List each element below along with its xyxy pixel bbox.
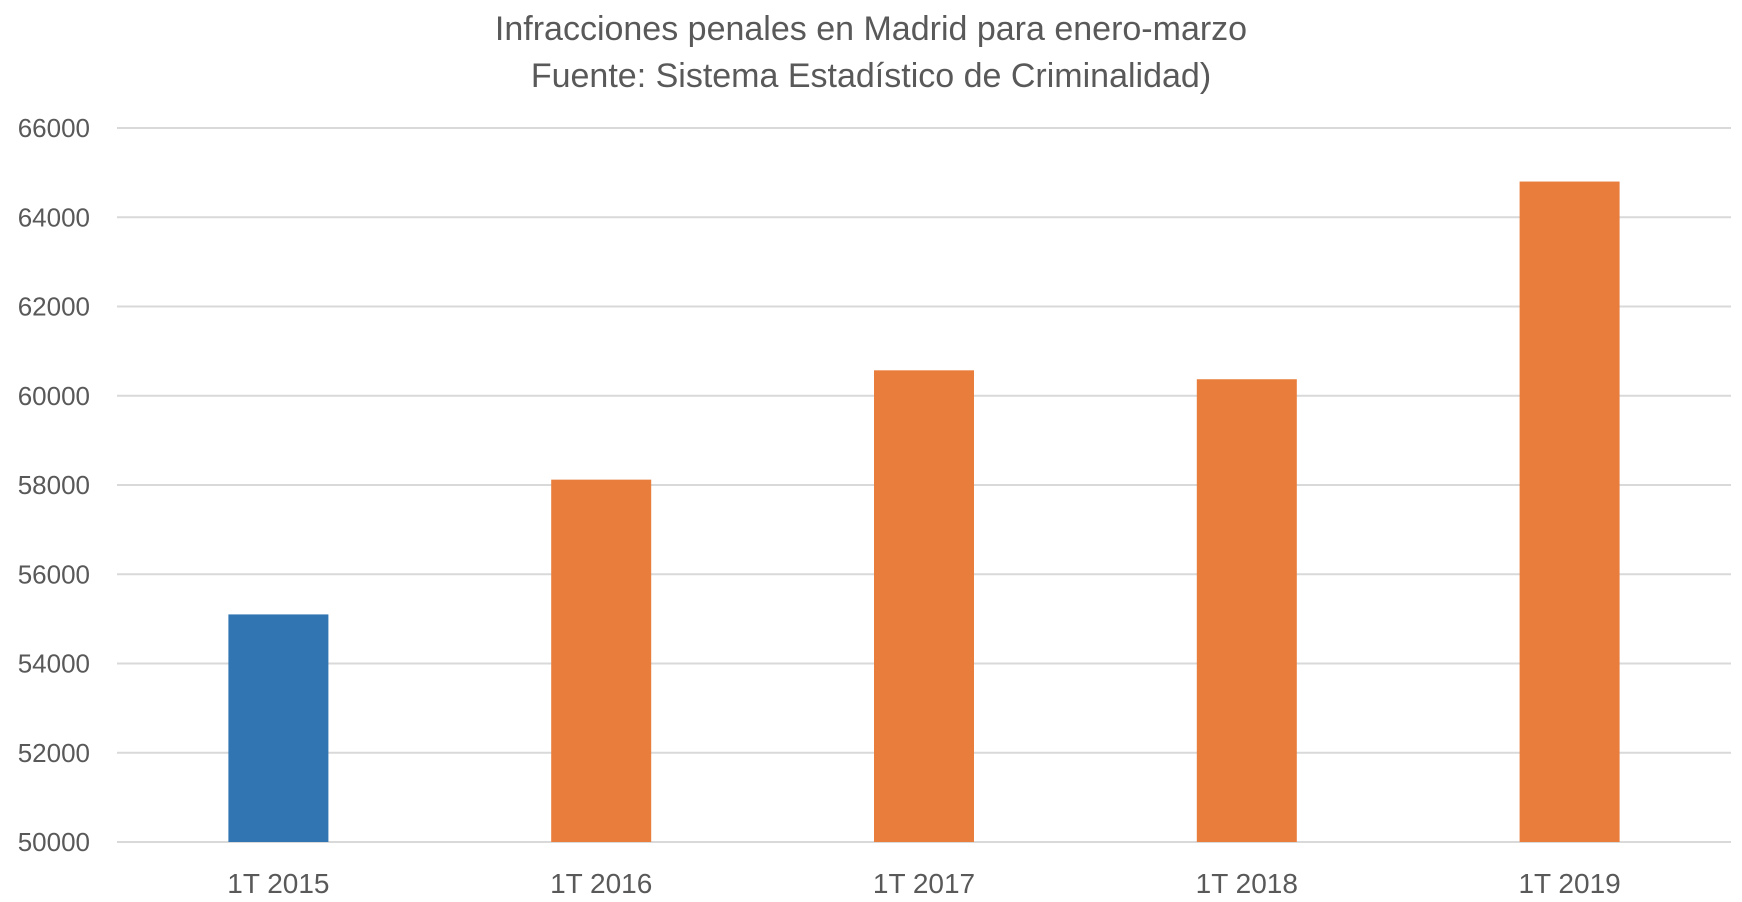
chart-subtitle: Fuente: Sistema Estadístico de Criminali…: [530, 57, 1212, 95]
bar: [551, 479, 652, 842]
y-tick-label: 64000: [18, 202, 90, 232]
x-tick-label: 1T 2019: [1518, 868, 1620, 899]
chart-title: Infracciones penales en Madrid para ener…: [494, 10, 1248, 48]
bar: [874, 370, 974, 842]
y-tick-label: 56000: [18, 559, 90, 589]
y-tick-label: 60000: [18, 381, 90, 411]
y-tick-label: 50000: [18, 827, 90, 857]
x-tick-label: 1T 2017: [873, 868, 975, 899]
y-tick-label: 66000: [18, 113, 90, 143]
y-tick-label: 54000: [18, 649, 90, 679]
bar: [1196, 379, 1297, 842]
x-tick-label: 1T 2016: [550, 868, 652, 899]
bar: [1519, 181, 1620, 843]
bar: [228, 614, 329, 842]
y-tick-label: 62000: [18, 292, 90, 322]
y-tick-label: 58000: [18, 470, 90, 500]
y-tick-label: 52000: [18, 738, 90, 768]
x-tick-label: 1T 2018: [1196, 868, 1298, 899]
x-tick-label: 1T 2015: [227, 868, 329, 899]
